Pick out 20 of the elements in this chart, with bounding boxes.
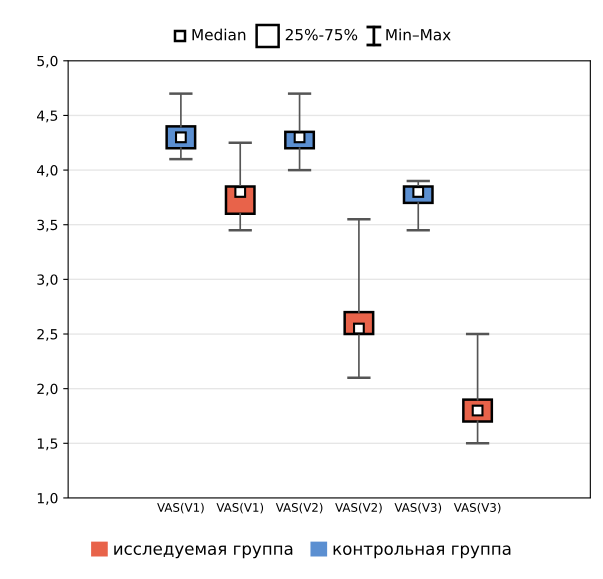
x-tick-label: VAS(V1) <box>216 502 264 514</box>
legend-label: исследуемая группа <box>114 545 292 558</box>
x-tick-label: VAS(V2) <box>335 502 382 514</box>
x-tick-label: VAS(V3) <box>394 502 442 514</box>
y-tick-label: 4,0 <box>37 165 58 177</box>
text: Min–Max <box>386 28 451 40</box>
y-tick-label: 2,5 <box>37 328 58 341</box>
y-tick-label: 3,5 <box>37 220 58 232</box>
y-tick-label: 5,0 <box>37 56 58 68</box>
y-tick-label: 2,0 <box>37 384 58 396</box>
legend-label: контрольная группа <box>334 545 510 558</box>
y-tick-label: 4,5 <box>37 110 58 122</box>
y-tick-label: 1,5 <box>38 438 58 450</box>
x-tick-label: VAS(V1) <box>157 502 204 514</box>
text: 25%-75% <box>286 28 358 40</box>
x-tick-label: VAS(V2) <box>276 502 322 514</box>
x-tick-label: VAS(V3) <box>454 502 500 514</box>
y-tick-label: 1,0 <box>38 492 58 505</box>
text: Median <box>192 28 246 40</box>
y-tick-label: 3,0 <box>37 274 58 286</box>
